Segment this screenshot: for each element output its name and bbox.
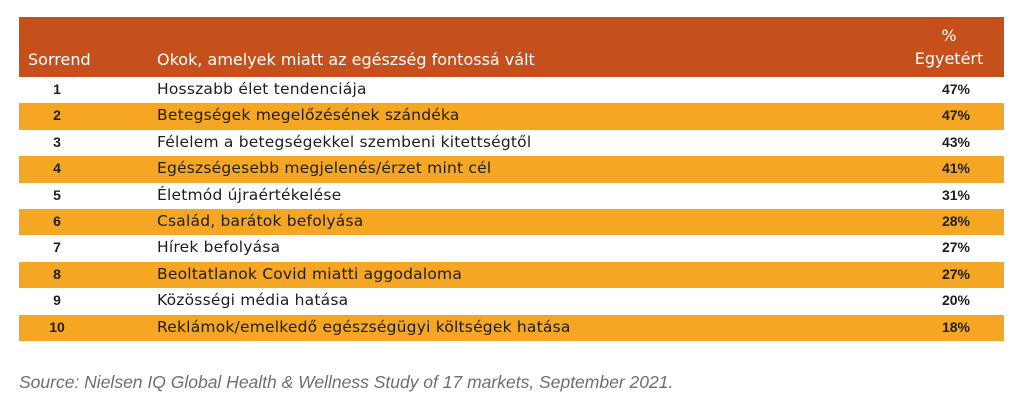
row-reason: Betegségek megelőzésének szándéka <box>157 106 460 125</box>
row-percent: 31% <box>941 186 970 203</box>
ranking-table: Sorrend Okok, amelyek miatt az egészség … <box>19 17 1004 341</box>
table-row: 10 Reklámok/emelkedő egészségügyi költsé… <box>19 314 1004 341</box>
header-percent-label: Egyetért <box>914 49 984 68</box>
table-row: 1 Hosszabb élet tendenciája 47% <box>19 77 1004 104</box>
row-percent: 18% <box>941 318 970 335</box>
row-reason: Reklámok/emelkedő egészségügyi költségek… <box>157 317 571 336</box>
row-percent: 28% <box>941 212 970 229</box>
row-rank: 3 <box>53 133 61 150</box>
row-reason: Család, barátok befolyása <box>157 211 364 230</box>
table-row: 5 Életmód újraértékelése 31% <box>19 182 1004 209</box>
table-row: 9 Közösségi média hatása 20% <box>19 288 1004 315</box>
row-percent: 27% <box>941 239 970 256</box>
row-rank: 5 <box>53 186 61 203</box>
row-reason: Félelem a betegségekkel szembeni kitetts… <box>157 132 532 151</box>
row-rank: 10 <box>49 318 65 335</box>
table-row: 8 Beoltatlanok Covid miatti aggodaloma 2… <box>19 261 1004 289</box>
row-percent: 47% <box>941 107 970 124</box>
header-percent: % Egyetért <box>904 24 994 70</box>
source-note: Source: Nielsen IQ Global Health & Welln… <box>19 372 674 392</box>
row-rank: 1 <box>53 81 61 97</box>
table-row: 2 Betegségek megelőzésének szándéka 47% <box>19 103 1004 130</box>
row-rank: 6 <box>53 212 61 229</box>
row-percent: 47% <box>941 81 970 97</box>
row-reason: Egészségesebb megjelenés/érzet mint cél <box>157 159 492 178</box>
table-row: 6 Család, barátok befolyása 28% <box>19 208 1004 236</box>
row-rank: 8 <box>53 265 61 282</box>
row-percent: 20% <box>941 292 970 309</box>
row-reason: Hosszabb élet tendenciája <box>157 80 367 98</box>
row-reason: Közösségi média hatása <box>157 291 349 310</box>
row-percent: 27% <box>941 265 970 282</box>
row-reason: Beoltatlanok Covid miatti aggodaloma <box>157 264 463 283</box>
table-header: Sorrend Okok, amelyek miatt az egészség … <box>19 17 1004 77</box>
row-reason: Életmód újraértékelése <box>157 185 342 204</box>
header-percent-symbol: % <box>941 26 957 45</box>
header-rank: Sorrend <box>28 50 91 69</box>
table-row: 3 Félelem a betegségekkel szembeni kitet… <box>19 129 1004 157</box>
row-percent: 41% <box>941 160 970 177</box>
header-reason: Okok, amelyek miatt az egészség fontossá… <box>157 50 535 69</box>
table-row: 7 Hírek befolyása 27% <box>19 235 1004 262</box>
row-reason: Hírek befolyása <box>157 238 281 257</box>
row-rank: 2 <box>53 107 61 124</box>
row-rank: 7 <box>53 239 61 256</box>
table-row: 4 Egészségesebb megjelenés/érzet mint cé… <box>19 156 1004 183</box>
row-rank: 4 <box>53 160 61 177</box>
row-rank: 9 <box>53 292 61 309</box>
row-percent: 43% <box>941 133 970 150</box>
